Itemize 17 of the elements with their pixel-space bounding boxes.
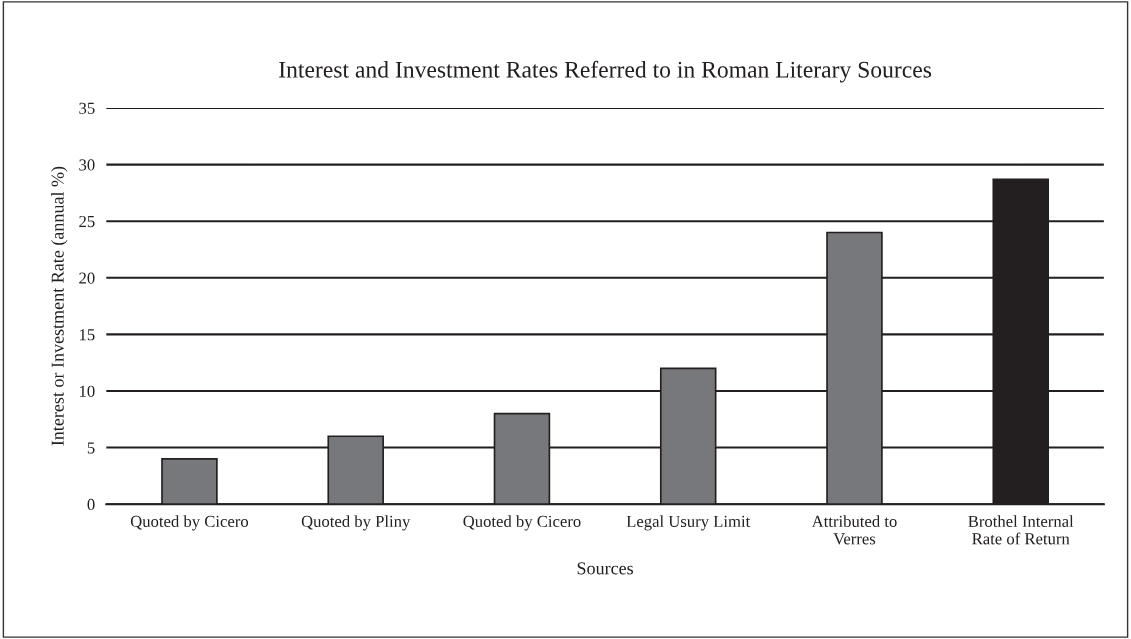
- x-tick-label: Quoted by Pliny: [301, 515, 411, 531]
- y-tick-label: 10: [80, 385, 95, 397]
- x-tick-label: Quoted by Cicero: [463, 515, 581, 531]
- x-tick-label: Legal Usury Limit: [626, 515, 751, 531]
- chart-title: Interest and Investment Rates Referred to in Roman Literary Sources: [279, 60, 932, 83]
- x-axis-title: Sources: [577, 562, 634, 575]
- x-tick-label: Quoted by Cicero: [130, 515, 249, 531]
- y-tick-label: 35: [79, 102, 95, 114]
- y-tick-label: 15: [80, 329, 95, 341]
- y-tick-label: 0: [87, 498, 95, 511]
- y-tick-label: 30: [79, 159, 95, 171]
- x-tick-label: Brothel Internal Rate of Return: [968, 515, 1074, 545]
- y-tick-label: 25: [79, 215, 95, 228]
- y-axis-title: Interest or Investment Rate (annual %): [51, 166, 68, 446]
- y-tick-label: 20: [79, 272, 95, 284]
- x-tick-label: Attributed to Verres: [811, 515, 897, 545]
- y-tick-label: 5: [87, 442, 95, 454]
